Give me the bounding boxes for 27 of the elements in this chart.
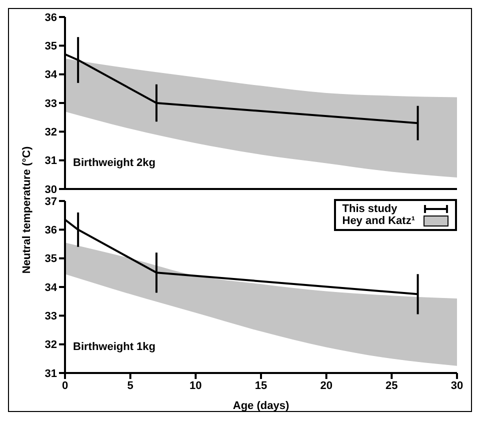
y-tick-label: 36 xyxy=(44,224,57,237)
y-tick-label: 33 xyxy=(44,98,57,110)
x-tick-label: 20 xyxy=(320,380,332,392)
x-axis-title: Age (days) xyxy=(232,400,290,412)
x-tick-label: 10 xyxy=(190,380,202,392)
y-tick-label: 35 xyxy=(44,253,57,266)
y-tick-label: 32 xyxy=(44,126,57,139)
x-tick-label: 30 xyxy=(450,380,464,392)
y-tick-label: 31 xyxy=(44,368,57,380)
y-tick-label: 31 xyxy=(44,155,57,168)
y-tick-label: 30 xyxy=(44,184,57,196)
y-tick-label: 36 xyxy=(44,12,57,24)
y-tick-label: 33 xyxy=(44,310,57,323)
legend-label: Hey and Katz¹ xyxy=(342,215,415,227)
y-tick-label: 37 xyxy=(44,196,57,208)
y-tick-label: 34 xyxy=(44,282,58,294)
x-tick-label: 15 xyxy=(254,380,268,392)
text: This study xyxy=(342,203,398,215)
x-tick-label: 0 xyxy=(62,380,68,392)
y-tick-label: 34 xyxy=(44,69,58,82)
y-axis-title: Neutral temperature (°C) xyxy=(21,145,33,276)
x-tick-label: 25 xyxy=(386,380,398,392)
y-tick-label: 35 xyxy=(44,40,57,53)
annotation: Birthweight 1kg xyxy=(73,341,156,353)
x-tick-label: 5 xyxy=(127,380,134,392)
annotation: Birthweight 2kg xyxy=(73,157,156,169)
y-tick-label: 32 xyxy=(44,339,57,352)
